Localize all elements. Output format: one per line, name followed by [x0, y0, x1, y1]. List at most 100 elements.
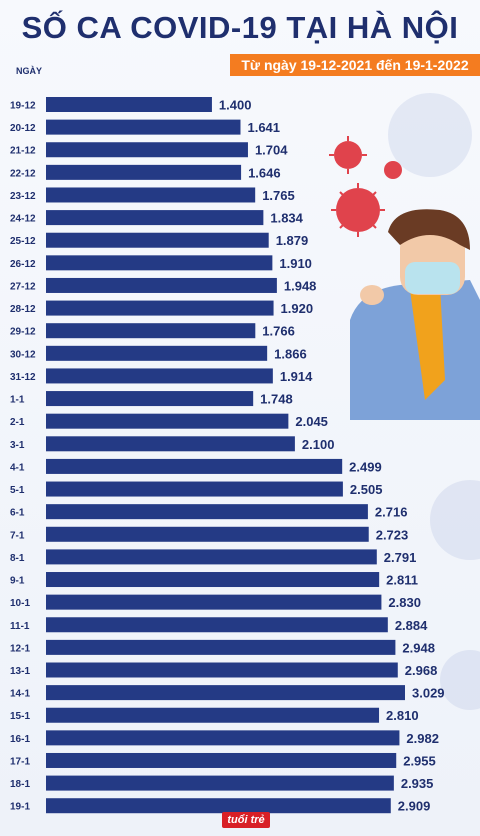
- value-label: 2.045: [295, 414, 328, 429]
- bar: [46, 277, 277, 293]
- value-label: 1.641: [247, 120, 280, 135]
- category-label: 9-1: [10, 576, 25, 587]
- bar: [46, 617, 388, 633]
- date-range-banner: Từ ngày 19-12-2021 đến 19-1-2022: [230, 54, 480, 76]
- bar: [46, 119, 241, 135]
- category-label: 20-12: [10, 123, 36, 134]
- value-label: 2.100: [302, 437, 335, 452]
- bar: [46, 798, 391, 814]
- value-label: 1.920: [281, 301, 314, 316]
- bar: [46, 685, 405, 701]
- category-label: 24-12: [10, 214, 36, 225]
- masked-person-illustration: [350, 209, 480, 420]
- category-label: 19-12: [10, 101, 36, 112]
- bar: [46, 413, 289, 429]
- value-label: 1.879: [276, 233, 309, 248]
- value-label: 2.810: [386, 708, 419, 723]
- value-label: 2.499: [349, 459, 382, 474]
- chart-title: SỐ CA COVID-19 TẠI HÀ NỘI: [21, 10, 459, 45]
- category-label: 12-1: [10, 643, 30, 654]
- bar: [46, 255, 273, 271]
- category-label: 19-1: [10, 802, 30, 813]
- category-label: 23-12: [10, 191, 36, 202]
- tuoi-tre-logo: tuổi trẻ: [222, 812, 270, 828]
- category-label: 15-1: [10, 711, 30, 722]
- category-label: 13-1: [10, 666, 30, 677]
- bar: [46, 775, 394, 791]
- virus-watermark-icon: [388, 93, 480, 710]
- bar: [46, 481, 343, 497]
- bar: [46, 345, 268, 361]
- bar: [46, 368, 273, 384]
- value-label: 1.834: [270, 211, 303, 226]
- category-label: 31-12: [10, 372, 36, 383]
- value-label: 1.765: [262, 188, 295, 203]
- bar: [46, 436, 295, 452]
- value-label: 1.910: [279, 256, 312, 271]
- value-label: 1.914: [280, 369, 313, 384]
- bar: [46, 662, 398, 678]
- bar: [46, 323, 256, 339]
- bar: [46, 752, 397, 768]
- category-label: 7-1: [10, 530, 25, 541]
- bar: [46, 707, 380, 723]
- category-label: 26-12: [10, 259, 36, 270]
- value-label: 2.830: [388, 595, 421, 610]
- value-label: 1.948: [284, 278, 317, 293]
- bar: [46, 594, 382, 610]
- value-label: 1.400: [219, 98, 252, 113]
- category-label: 27-12: [10, 281, 36, 292]
- bar: [46, 458, 343, 474]
- category-label: 22-12: [10, 168, 36, 179]
- category-label: 16-1: [10, 734, 30, 745]
- category-label: 14-1: [10, 689, 30, 700]
- value-label: 1.646: [248, 165, 281, 180]
- red-virus-icon: [334, 141, 402, 232]
- category-label: 1-1: [10, 395, 25, 406]
- category-label: 2-1: [10, 417, 25, 428]
- category-label: 28-12: [10, 304, 36, 315]
- value-label: 2.791: [384, 550, 417, 565]
- value-label: 1.704: [255, 143, 288, 158]
- value-label: 2.968: [405, 663, 438, 678]
- red-virus-spikes-icon: [329, 136, 385, 237]
- category-label: 10-1: [10, 598, 30, 609]
- axis-label: NGÀY: [16, 66, 43, 76]
- bar: [46, 639, 396, 655]
- value-label: 2.811: [386, 573, 418, 588]
- category-label: 21-12: [10, 146, 36, 157]
- bar: [46, 526, 369, 542]
- value-label: 2.955: [403, 753, 436, 768]
- category-label: 8-1: [10, 553, 25, 564]
- category-label: 18-1: [10, 779, 30, 790]
- value-label: 1.766: [262, 324, 295, 339]
- value-label: 2.948: [402, 640, 435, 655]
- category-label: 29-12: [10, 327, 36, 338]
- value-label: 2.716: [375, 505, 408, 520]
- bar: [46, 187, 256, 203]
- value-label: 1.748: [260, 392, 293, 407]
- bar: [46, 572, 380, 588]
- bar: [46, 97, 212, 112]
- bar: [46, 164, 242, 180]
- category-label: 6-1: [10, 508, 25, 519]
- value-label: 2.935: [401, 776, 434, 791]
- value-label: 2.723: [376, 527, 409, 542]
- bar: [46, 232, 269, 248]
- value-label: 2.884: [395, 618, 428, 633]
- category-label: 30-12: [10, 349, 36, 360]
- category-label: 11-1: [10, 621, 30, 632]
- bar: [46, 549, 377, 565]
- bar: [46, 391, 254, 407]
- value-label: 1.866: [274, 346, 307, 361]
- category-label: 25-12: [10, 236, 36, 247]
- value-label: 2.909: [398, 799, 431, 814]
- bar: [46, 142, 248, 158]
- value-label: 3.029: [412, 686, 445, 701]
- category-label: 3-1: [10, 440, 25, 451]
- bar: [46, 730, 400, 746]
- bar: [46, 504, 368, 520]
- category-label: 17-1: [10, 756, 30, 767]
